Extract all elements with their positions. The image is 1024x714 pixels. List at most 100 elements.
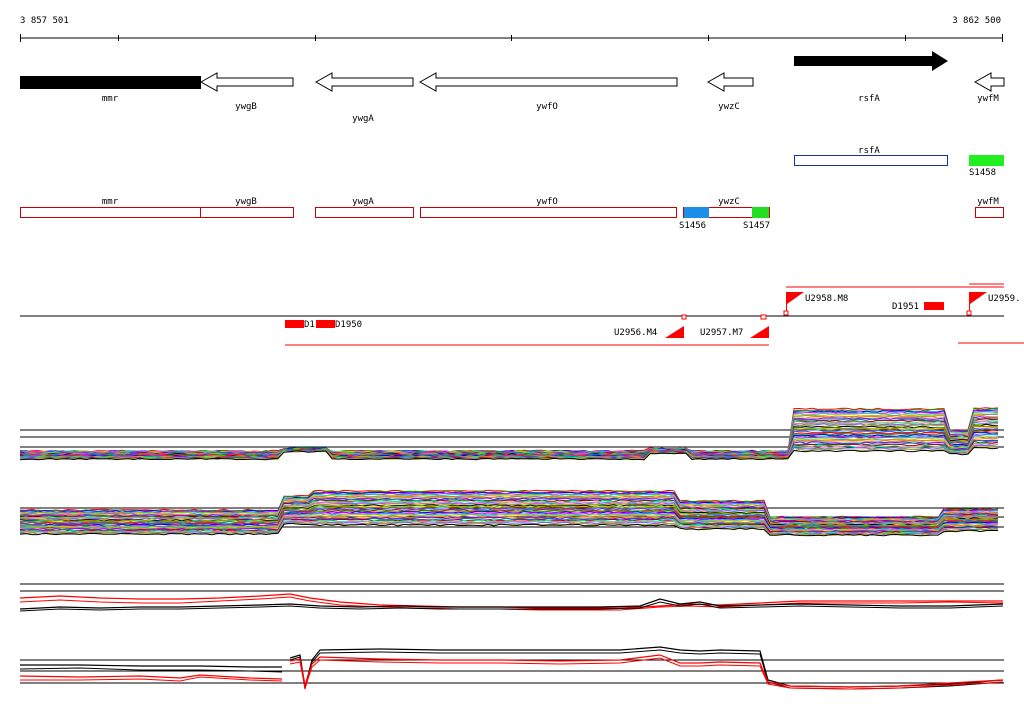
track4-profile-black-3 <box>289 646 1004 688</box>
site-box <box>684 207 709 218</box>
track2-profile-line <box>19 522 999 537</box>
feature-anchor <box>760 314 767 320</box>
gene-ywgA[interactable]: ywgA <box>314 72 414 124</box>
annotation-box <box>315 207 414 218</box>
feature-anchor <box>783 310 789 316</box>
track4-profile-red-4 <box>289 657 1004 690</box>
annotation-track: mmr ywgB ywgA ywfO ywzC S1456 S1457 ywf <box>20 197 1004 231</box>
feature-anchor <box>966 310 972 316</box>
track2-profiles <box>19 489 999 537</box>
feature-mark <box>665 326 684 338</box>
feature-label: D1951 <box>892 302 919 312</box>
gene-arrow <box>20 76 201 89</box>
track4-profile-black-2 <box>19 667 283 673</box>
feature-label: U2956.M4 <box>614 328 657 338</box>
feature-D1951[interactable]: D1951 <box>892 302 944 312</box>
feature-label: U2959. <box>988 294 1021 304</box>
annotation-label: ywzC <box>718 197 740 207</box>
ruler-ticks <box>20 34 1003 42</box>
feature-U2956-M4[interactable]: U2956.M4 <box>614 314 687 338</box>
feature-U2957-M7[interactable]: U2957.M7 <box>700 314 769 338</box>
feature-mark <box>316 320 335 328</box>
expression-track-4 <box>19 646 1004 690</box>
annotation-box <box>975 207 1004 218</box>
track2-profile-line <box>19 494 999 521</box>
feature-U2959[interactable]: U2959. <box>966 292 1021 316</box>
site-S1457[interactable]: S1457 <box>743 207 770 231</box>
site-box <box>752 207 769 218</box>
feature-mark <box>750 326 769 338</box>
gene-label: ywzC <box>718 102 740 112</box>
gene-rsfA[interactable]: rsfA <box>794 51 948 104</box>
gene-arrow <box>973 72 1005 92</box>
annotation-box <box>200 207 294 218</box>
feature-mark <box>970 292 987 304</box>
expression-track-2 <box>19 489 1004 537</box>
site-rsfA[interactable]: rsfA <box>794 146 948 166</box>
ruler-start-label: 3 857 501 <box>20 16 69 26</box>
feature-anchor <box>681 314 687 320</box>
feature-track: D1 D1950 U2956.M4 U2957.M7 U2958.M8 D195… <box>20 283 1024 346</box>
expression-track-1 <box>19 407 1004 461</box>
gene-ywgB[interactable]: ywgB <box>199 72 294 112</box>
track3-profile-red <box>19 593 1003 609</box>
annotation-mmr[interactable]: mmr <box>20 197 201 218</box>
track4-profile-black <box>20 664 282 668</box>
annotation-label: ywgA <box>352 197 374 207</box>
track1-profile-line <box>19 446 999 461</box>
annotation-ywgA[interactable]: ywgA <box>315 197 414 218</box>
track3-profile-black <box>19 598 1004 610</box>
gene-arrow <box>314 72 414 92</box>
annotation-box <box>420 207 677 218</box>
gene-arrow <box>706 72 754 92</box>
track1-profiles <box>19 407 999 461</box>
gene-ywfO[interactable]: ywfO <box>418 72 678 112</box>
track4-profile-red-2 <box>20 676 283 682</box>
sites-track: rsfA S1458 <box>794 146 1004 178</box>
gene-arrow <box>794 51 948 71</box>
site-label: S1458 <box>969 168 996 178</box>
site-S1456[interactable]: S1456 <box>679 207 709 231</box>
site-box <box>969 155 1004 166</box>
feature-mark <box>787 292 804 304</box>
gene-arrow <box>199 72 294 92</box>
site-S1458[interactable]: S1458 <box>969 155 1004 178</box>
annotation-ywzC[interactable]: ywzC <box>683 197 770 218</box>
site-label: S1457 <box>743 221 770 231</box>
gene-ywzC[interactable]: ywzC <box>706 72 754 112</box>
track2-profile-line <box>19 503 999 526</box>
gene-label: mmr <box>102 94 119 104</box>
feature-mark <box>285 320 304 328</box>
coordinate-ruler: 3 857 501 3 862 500 <box>20 16 1003 42</box>
annotation-label: ywgB <box>235 197 257 207</box>
feature-U2958-M8[interactable]: U2958.M8 <box>783 292 848 316</box>
site-box <box>794 155 948 166</box>
feature-D1950[interactable]: D1950 <box>316 320 362 330</box>
feature-label: U2957.M7 <box>700 328 743 338</box>
feature-label: D1950 <box>335 320 362 330</box>
gene-arrow <box>418 72 678 92</box>
annotation-ywfM[interactable]: ywfM <box>975 197 1004 218</box>
track3-profile-black-2 <box>19 601 1004 612</box>
gene-label: ywfO <box>536 102 558 112</box>
site-label: rsfA <box>858 146 880 156</box>
expression-track-3 <box>19 583 1004 612</box>
gene-track: mmr ywgB ywgA ywfO ywzC rsfA ywfM <box>20 51 1005 124</box>
gene-ywfM[interactable]: ywfM <box>973 72 1005 104</box>
annotation-ywfO[interactable]: ywfO <box>420 197 677 218</box>
gene-label: ywgA <box>352 114 374 124</box>
track2-profile-line <box>19 501 999 525</box>
track4-profile-red-3 <box>289 654 1004 688</box>
annotation-box <box>20 207 201 218</box>
annotation-ywgB[interactable]: ywgB <box>200 197 294 218</box>
annotation-label: ywfM <box>977 197 999 207</box>
annotation-label: mmr <box>102 197 119 207</box>
annotation-label: ywfO <box>536 197 558 207</box>
site-label: S1456 <box>679 221 706 231</box>
gene-label: rsfA <box>858 94 880 104</box>
feature-D1[interactable]: D1 <box>285 320 315 330</box>
gene-label: ywfM <box>977 94 999 104</box>
track4-profile-red <box>19 674 283 680</box>
gene-mmr[interactable]: mmr <box>20 76 201 104</box>
